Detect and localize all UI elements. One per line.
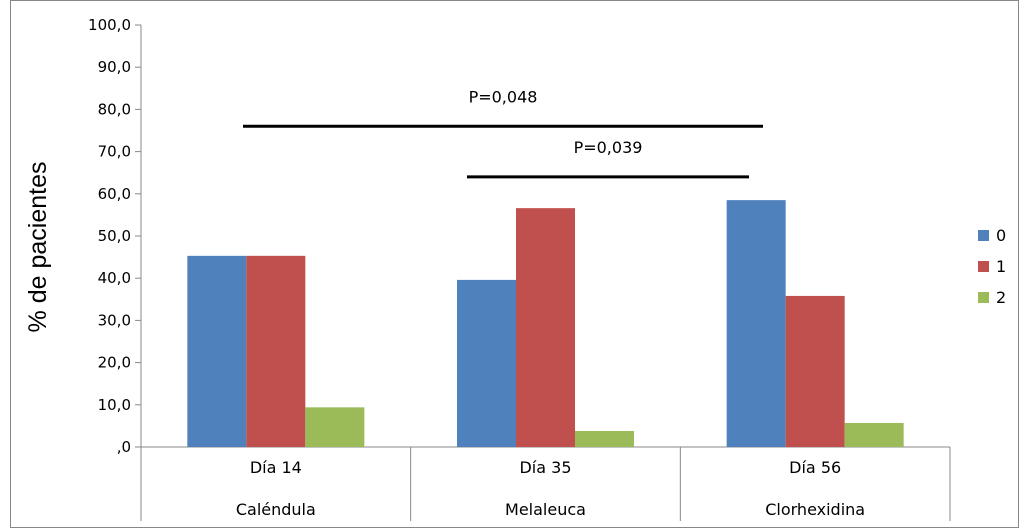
bar — [516, 208, 575, 447]
bar — [305, 407, 365, 447]
y-tick-label: 100,0 — [88, 16, 131, 34]
bar — [457, 279, 516, 447]
bar — [785, 295, 845, 447]
legend-label: 1 — [996, 257, 1006, 276]
bar — [246, 255, 306, 447]
x-group-label: Melaleuca — [505, 500, 586, 519]
y-tick-label: 90,0 — [98, 58, 131, 76]
x-group-label: Caléndula — [236, 500, 316, 519]
legend-label: 0 — [996, 226, 1006, 245]
x-tick-label: Día 35 — [519, 458, 571, 477]
legend-swatch — [978, 230, 989, 241]
x-group-label: Clorhexidina — [765, 500, 865, 519]
bar — [187, 255, 247, 447]
bar — [726, 200, 786, 447]
x-tick-label: Día 56 — [789, 458, 841, 477]
y-tick-label: 30,0 — [98, 311, 131, 329]
plot-area: 100,090,080,070,060,050,040,030,020,010,… — [10, 0, 1019, 528]
bar — [575, 430, 634, 447]
y-tick-label: 10,0 — [98, 396, 131, 414]
significance-label: P=0,048 — [469, 87, 538, 106]
y-tick-label: 20,0 — [98, 354, 131, 372]
y-tick-label: ,0 — [117, 438, 131, 456]
y-tick-label: 70,0 — [98, 143, 131, 161]
y-tick-label: 80,0 — [98, 100, 131, 118]
legend: 0 1 2 — [978, 226, 1006, 307]
y-tick-label: 50,0 — [98, 227, 131, 245]
y-tick-label: 60,0 — [98, 185, 131, 203]
legend-label: 2 — [996, 288, 1006, 307]
y-axis-label: % de pacientes — [24, 162, 52, 333]
significance-label: P=0,039 — [574, 138, 643, 157]
x-tick-label: Día 14 — [250, 458, 302, 477]
legend-swatch — [978, 261, 989, 272]
legend-swatch — [978, 292, 989, 303]
chart-border — [10, 0, 1019, 528]
bar — [844, 422, 904, 447]
y-tick-label: 40,0 — [98, 269, 131, 287]
